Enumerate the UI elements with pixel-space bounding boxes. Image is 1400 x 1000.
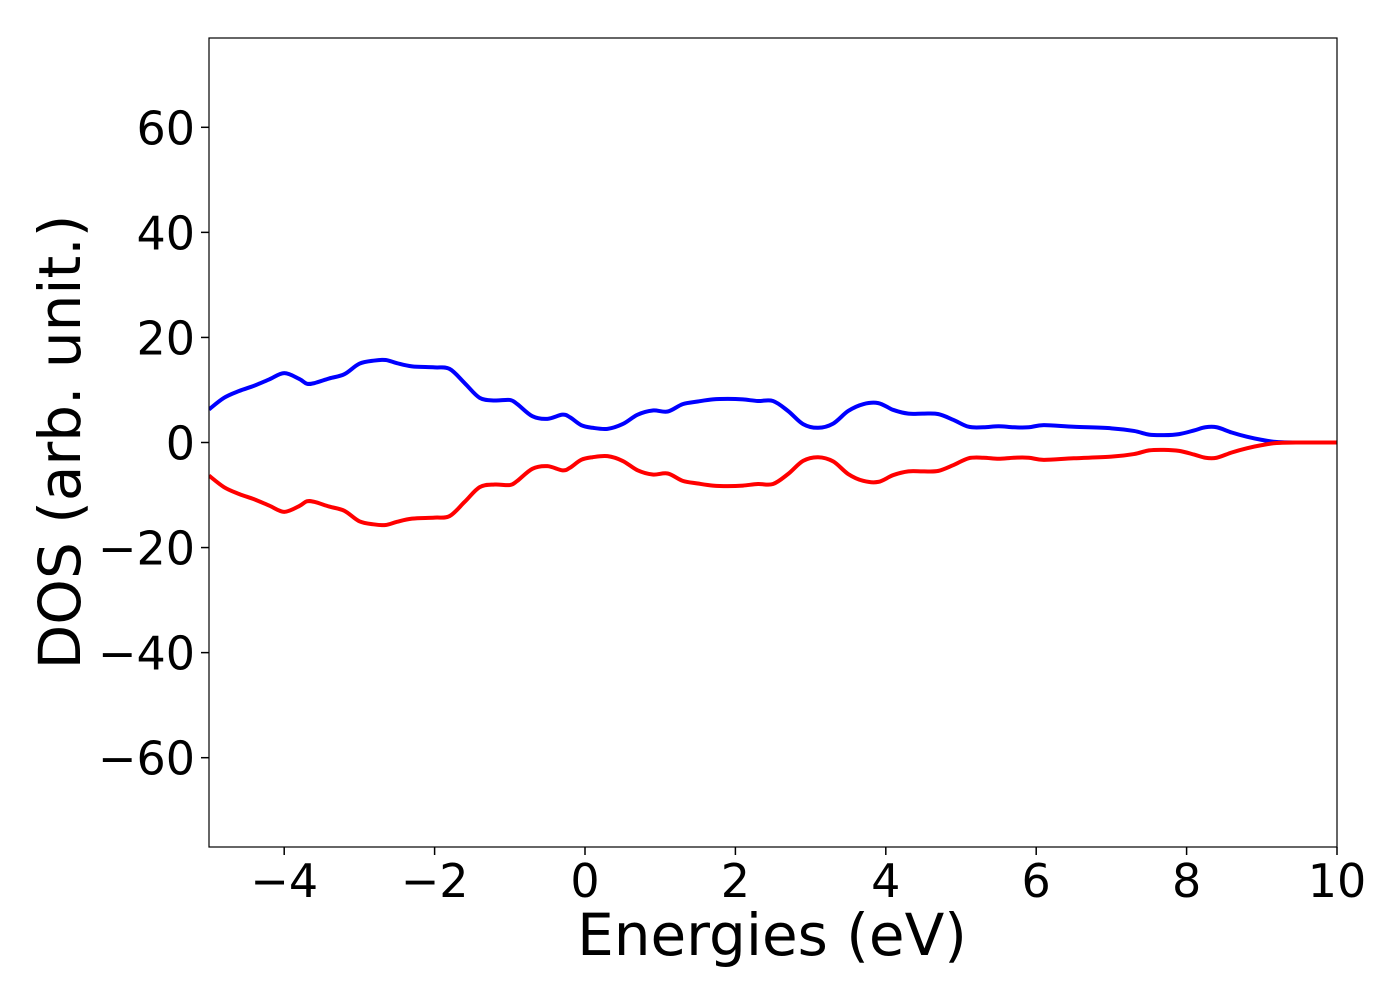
x-axis-label: Energies (eV)	[577, 901, 967, 969]
y-axis-label: DOS (arb. unit.)	[26, 215, 94, 670]
y-tick-label: −20	[98, 522, 195, 576]
x-tick-label: −2	[401, 854, 469, 908]
x-tick-label: 6	[1022, 854, 1051, 908]
series-line-2	[209, 440, 1337, 528]
x-tick-label: 2	[721, 854, 750, 908]
y-tick-label: 60	[136, 101, 195, 155]
x-tick-label: 10	[1308, 854, 1367, 908]
y-tick-label: −60	[98, 732, 195, 786]
y-tick-label: 20	[136, 311, 195, 365]
x-tick-label: 0	[570, 854, 599, 908]
y-tick-label: −40	[98, 627, 195, 681]
x-tick-label: 4	[871, 854, 900, 908]
x-tick-label: −4	[250, 854, 318, 908]
series-line-1	[209, 357, 1337, 445]
y-tick-label: 40	[136, 206, 195, 260]
series-layer	[209, 357, 1337, 528]
plot-background	[209, 38, 1337, 847]
x-tick-label: 8	[1172, 854, 1201, 908]
y-tick-label: 0	[166, 417, 195, 471]
plot-area	[209, 38, 1337, 847]
